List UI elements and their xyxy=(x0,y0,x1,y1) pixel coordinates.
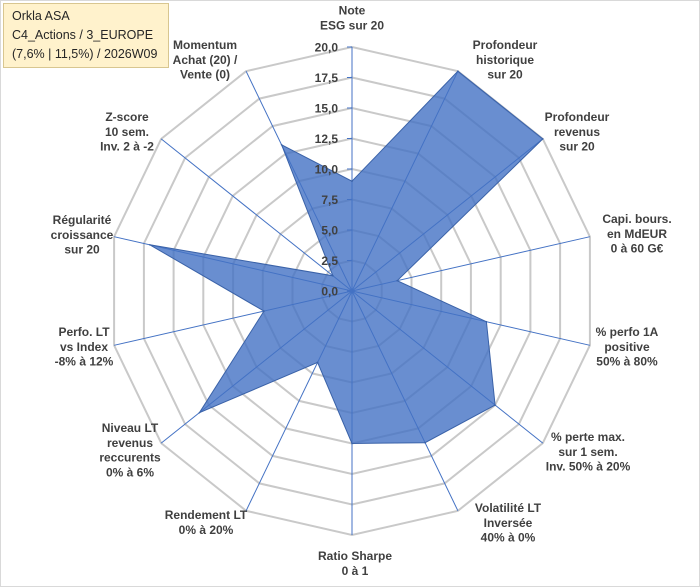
series-point xyxy=(396,279,399,282)
value-tick-label: 10,0 xyxy=(315,163,339,177)
value-tick-label: 0,0 xyxy=(321,285,338,299)
category-label-line: historique xyxy=(476,53,534,67)
chart-title-stats: (7,6% | 11,5%) / 2026W09 xyxy=(12,47,158,61)
category-label-line: sur 1 sem. xyxy=(558,445,617,459)
series-point xyxy=(351,180,353,182)
chart-title-category: C4_Actions / 3_EUROPE xyxy=(12,28,154,42)
value-tick-label: 17,5 xyxy=(315,71,339,85)
value-tick-label: 5,0 xyxy=(321,224,338,238)
category-label-line: reccurents xyxy=(99,451,161,465)
chart-title-company: Orkla ASA xyxy=(12,9,70,23)
category-label: % perte max.sur 1 sem.Inv. 50% à 20% xyxy=(546,430,631,474)
category-label-line: Inv. 50% à 20% xyxy=(546,460,631,474)
series-point xyxy=(316,361,319,364)
category-label-line: % perte max. xyxy=(551,430,625,444)
category-label-line: vs Index xyxy=(60,340,108,354)
axis-spoke xyxy=(160,138,353,292)
category-label-line: 10 sem. xyxy=(105,125,149,139)
category-label-line: positive xyxy=(604,340,650,354)
category-label-line: % perfo 1A xyxy=(596,325,659,339)
series-point xyxy=(424,441,426,444)
category-label-line: sur 20 xyxy=(559,140,595,154)
category-label-line: Perfo. LT xyxy=(58,325,110,339)
series-point xyxy=(332,275,334,277)
category-label-line: en MdEUR xyxy=(607,227,667,241)
category-label-line: Niveau LT xyxy=(102,421,159,435)
category-label-line: Vente (0) xyxy=(180,68,230,82)
category-label-line: Volatilité LT xyxy=(475,501,542,515)
series-point xyxy=(198,411,201,414)
category-label-line: revenus xyxy=(554,125,600,139)
series-point xyxy=(485,320,488,323)
category-label-line: Profondeur xyxy=(473,38,538,52)
series-point xyxy=(457,70,459,72)
category-label-line: Profondeur xyxy=(545,110,610,124)
series-point xyxy=(280,144,283,146)
category-label-line: 40% à 0% xyxy=(481,531,536,545)
category-label-line: Inversée xyxy=(484,516,533,530)
value-tick-label: 12,5 xyxy=(315,132,339,146)
category-label-line: Ratio Sharpe xyxy=(318,549,392,563)
category-label-line: Note xyxy=(339,4,366,18)
series-point xyxy=(351,442,353,445)
series-point xyxy=(494,404,496,406)
category-label-line: -8% à 12% xyxy=(55,355,114,369)
category-label-line: Inv. 2 à -2 xyxy=(100,140,154,154)
series-point xyxy=(542,138,544,140)
series-point xyxy=(263,310,265,312)
category-label-line: Capi. bours. xyxy=(602,212,671,226)
category-label-line: 50% à 80% xyxy=(596,355,658,369)
category-label-line: Rendement LT xyxy=(165,508,248,522)
value-tick-label: 15,0 xyxy=(315,102,339,116)
category-label: Rendement LT0% à 20% xyxy=(165,508,248,537)
category-label-line: 0 à 60 G€ xyxy=(611,242,664,256)
category-label-line: revenus xyxy=(107,436,153,450)
category-label-line: sur 20 xyxy=(64,243,100,257)
category-label-line: 0% à 20% xyxy=(179,523,234,537)
chart-title-box: Orkla ASA C4_Actions / 3_EUROPE (7,6% | … xyxy=(3,3,169,68)
value-tick-label: 2,5 xyxy=(321,254,338,268)
value-tick-label: 20,0 xyxy=(315,41,339,55)
series-point xyxy=(149,244,151,246)
series-areas xyxy=(149,70,544,445)
category-label-line: Achat (20) / xyxy=(173,53,238,67)
category-label-line: Régularité xyxy=(53,213,112,227)
category-label-line: ESG sur 20 xyxy=(320,18,384,32)
category-label-line: sur 20 xyxy=(487,68,523,82)
category-label-line: 0% à 6% xyxy=(106,465,154,479)
value-axis: 0,0 2,5 5,0 7,5 10,0 12,5 15,0 17,5 20,0 xyxy=(315,41,352,299)
category-label-line: croissance xyxy=(51,228,114,242)
value-tick-label: 7,5 xyxy=(321,193,338,207)
category-label-line: Z-score xyxy=(105,110,149,124)
category-label-line: 0 à 1 xyxy=(342,564,369,578)
category-label-line: Momentum xyxy=(173,38,237,52)
